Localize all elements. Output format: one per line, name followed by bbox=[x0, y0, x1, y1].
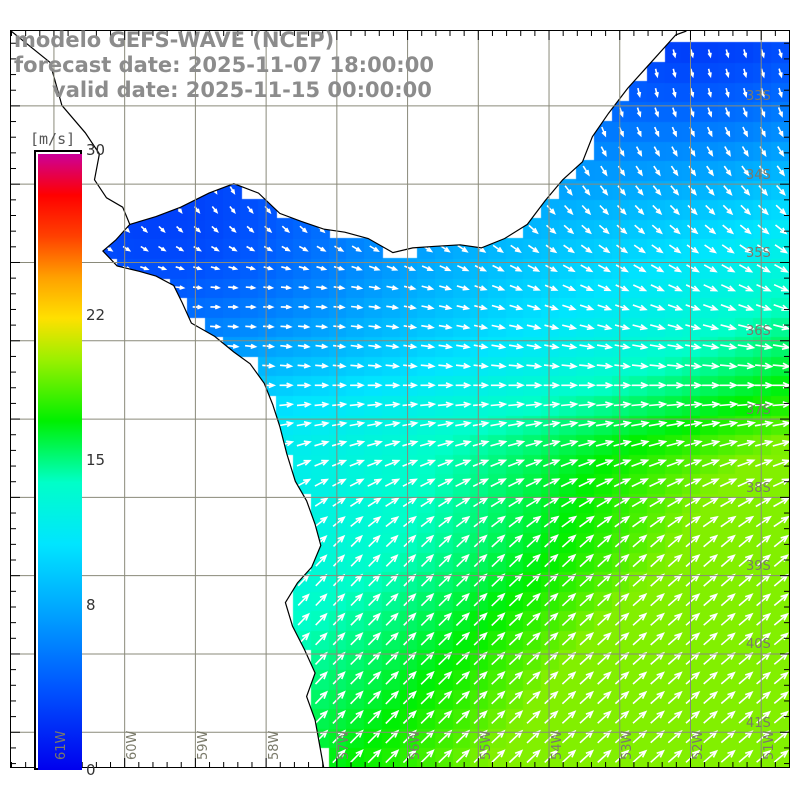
lon-label-61W: 61W bbox=[54, 730, 70, 760]
colorbar-tick-0: 0 bbox=[86, 761, 96, 779]
lat-label-36S: 36S bbox=[746, 324, 771, 340]
colorbar-tick-30: 30 bbox=[86, 141, 106, 159]
lon-label-55W: 55W bbox=[478, 730, 494, 760]
coastline-overlay bbox=[11, 31, 687, 767]
lat-lon-gridlines bbox=[11, 31, 789, 767]
lon-label-51W: 51W bbox=[761, 730, 777, 760]
colorbar-tick-8: 8 bbox=[86, 595, 96, 614]
lon-label-57W: 57W bbox=[337, 730, 353, 760]
lat-label-37S: 37S bbox=[746, 402, 771, 418]
lat-label-38S: 38S bbox=[746, 480, 771, 496]
colorbar-frame bbox=[34, 150, 82, 770]
lat-label-34S: 34S bbox=[746, 167, 771, 183]
lat-label-39S: 39S bbox=[746, 559, 771, 575]
colorbar bbox=[34, 150, 82, 770]
colorbar-unit-label: [m/s] bbox=[30, 130, 76, 148]
lon-label-59W: 59W bbox=[195, 730, 211, 760]
lon-label-56W: 56W bbox=[408, 730, 424, 760]
lon-label-52W: 52W bbox=[690, 730, 706, 760]
lon-label-58W: 58W bbox=[266, 730, 282, 760]
lon-label-53W: 53W bbox=[620, 730, 636, 760]
colorbar-tick-22: 22 bbox=[86, 306, 106, 325]
colorbar-gradient bbox=[38, 154, 82, 770]
colorbar-tick-15: 15 bbox=[86, 451, 106, 469]
lat-label-33S: 33S bbox=[746, 89, 771, 105]
lat-label-41S: 41S bbox=[746, 715, 771, 731]
map-plot-area[interactable] bbox=[10, 30, 790, 768]
lat-label-35S: 35S bbox=[746, 245, 771, 261]
lat-label-40S: 40S bbox=[746, 637, 771, 653]
lon-label-60W: 60W bbox=[125, 730, 141, 760]
lon-label-54W: 54W bbox=[549, 730, 565, 760]
